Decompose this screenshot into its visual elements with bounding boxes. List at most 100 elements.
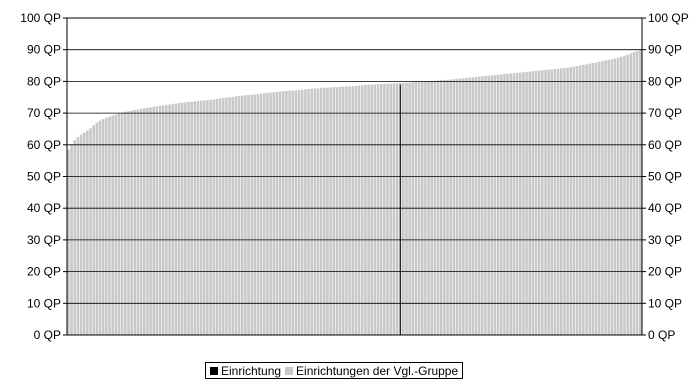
bar	[149, 107, 152, 335]
bar	[304, 89, 307, 335]
bar	[158, 105, 162, 336]
bar	[199, 100, 203, 335]
bar	[133, 109, 137, 336]
bar	[392, 83, 396, 335]
bar	[168, 104, 171, 335]
bar	[221, 97, 225, 335]
y-tick-label-left: 10 QP	[27, 296, 61, 310]
legend-swatch-einrichtung	[210, 366, 218, 375]
bar	[569, 67, 573, 335]
bar	[550, 69, 554, 335]
bar	[256, 94, 260, 335]
bar	[130, 110, 133, 336]
y-tick-label-left: 30 QP	[27, 233, 61, 247]
bar	[79, 134, 83, 335]
y-tick-label-left: 80 QP	[27, 74, 61, 88]
bar	[556, 68, 560, 335]
bar	[266, 92, 269, 335]
bar	[247, 95, 250, 335]
bar	[196, 101, 200, 335]
bar	[95, 122, 99, 335]
bar	[67, 149, 70, 335]
bar	[553, 69, 557, 336]
bar	[541, 70, 544, 336]
y-tick-label-right: 80 QP	[648, 74, 682, 88]
bar	[108, 116, 111, 335]
bar	[522, 72, 525, 335]
y-tick-label-left: 40 QP	[27, 201, 61, 215]
bar	[300, 89, 304, 335]
bar	[616, 57, 620, 335]
bar	[408, 82, 411, 335]
y-tick-label-right: 60 QP	[648, 138, 682, 152]
bar	[578, 65, 582, 336]
bar	[512, 73, 516, 336]
y-tick-label-right: 30 QP	[648, 233, 682, 247]
bar	[610, 59, 614, 336]
bar	[360, 85, 364, 335]
bar	[180, 102, 184, 335]
y-tick-label-right: 10 QP	[648, 296, 682, 310]
bar	[319, 88, 323, 335]
bar	[588, 63, 592, 335]
bar	[370, 84, 374, 335]
bar	[379, 83, 383, 335]
bar	[620, 56, 623, 335]
bar	[89, 128, 92, 335]
bar	[474, 76, 478, 335]
bar	[537, 70, 541, 335]
bar	[638, 49, 642, 336]
bar	[124, 111, 127, 335]
bar	[351, 86, 355, 335]
bar	[455, 78, 459, 335]
bar	[82, 132, 86, 335]
bar	[98, 120, 102, 335]
bar	[544, 69, 547, 335]
bar	[601, 61, 604, 335]
bar	[525, 71, 528, 335]
bar	[244, 95, 247, 336]
bar	[367, 84, 370, 335]
bar	[174, 103, 178, 335]
bar	[405, 82, 408, 335]
y-tick-label-left: 90 QP	[27, 43, 61, 57]
bar	[307, 89, 310, 336]
bar	[439, 80, 443, 336]
bar	[234, 96, 238, 335]
bar	[281, 91, 285, 336]
bar	[629, 53, 633, 336]
bar	[607, 59, 610, 336]
bar	[594, 62, 598, 335]
bar	[342, 86, 345, 335]
bar	[206, 100, 209, 335]
bar	[146, 107, 149, 335]
bar	[443, 80, 446, 336]
bar	[187, 102, 190, 335]
bar	[278, 91, 282, 335]
bar	[190, 101, 193, 335]
bar	[288, 90, 291, 335]
bar	[493, 75, 497, 335]
bar	[449, 79, 452, 335]
bar	[105, 117, 108, 335]
bar	[490, 75, 494, 335]
bar	[326, 87, 329, 336]
bar	[386, 83, 389, 335]
y-tick-label-right: 50 QP	[648, 170, 682, 184]
bar	[313, 88, 317, 336]
bar	[177, 102, 181, 336]
bar	[563, 68, 566, 335]
bar	[114, 114, 118, 335]
bar	[402, 82, 405, 335]
y-tick-label-right: 0 QP	[648, 328, 675, 342]
bar	[348, 86, 351, 335]
bar	[237, 95, 241, 336]
bar	[354, 85, 358, 335]
bar	[310, 88, 313, 335]
bar	[338, 86, 342, 335]
bar	[585, 64, 588, 336]
bar	[345, 86, 348, 335]
bar	[484, 76, 487, 336]
bar	[446, 79, 449, 335]
y-tick-label-left: 50 QP	[27, 170, 61, 184]
